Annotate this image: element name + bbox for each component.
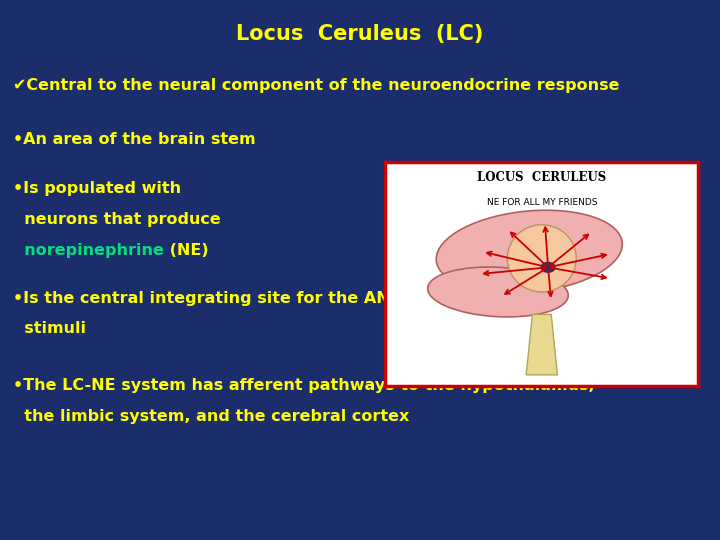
Text: LOCUS  CERULEUS: LOCUS CERULEUS [477, 171, 606, 184]
Text: •Is the central integrating site for the ANS response to stressful: •Is the central integrating site for the… [13, 291, 598, 306]
Text: ✔Central to the neural component of the neuroendocrine response: ✔Central to the neural component of the … [13, 78, 619, 93]
Text: the limbic system, and the cerebral cortex: the limbic system, and the cerebral cort… [13, 409, 410, 424]
Text: •The LC-NE system has afferent pathways to the hypothalamus,: •The LC-NE system has afferent pathways … [13, 378, 595, 393]
Text: (NE): (NE) [164, 243, 209, 258]
Text: neurons that produce: neurons that produce [13, 212, 221, 227]
Text: NE FOR ALL MY FRIENDS: NE FOR ALL MY FRIENDS [487, 198, 597, 207]
Ellipse shape [508, 225, 576, 292]
Ellipse shape [428, 267, 568, 317]
Polygon shape [526, 314, 557, 375]
Text: Locus  Ceruleus  (LC): Locus Ceruleus (LC) [236, 24, 484, 44]
Text: stimuli: stimuli [13, 321, 86, 336]
Ellipse shape [436, 210, 622, 293]
Circle shape [541, 262, 555, 272]
Text: •An area of the brain stem: •An area of the brain stem [13, 132, 256, 147]
Text: norepinephrine: norepinephrine [13, 243, 164, 258]
Text: •Is populated with: •Is populated with [13, 181, 181, 196]
